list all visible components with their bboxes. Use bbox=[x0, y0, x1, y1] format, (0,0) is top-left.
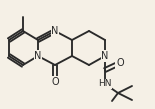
Text: HN: HN bbox=[98, 79, 112, 89]
Text: N: N bbox=[51, 26, 59, 36]
Text: N: N bbox=[101, 51, 109, 61]
Text: N: N bbox=[34, 51, 42, 61]
Text: O: O bbox=[51, 77, 59, 87]
Text: O: O bbox=[116, 58, 124, 68]
